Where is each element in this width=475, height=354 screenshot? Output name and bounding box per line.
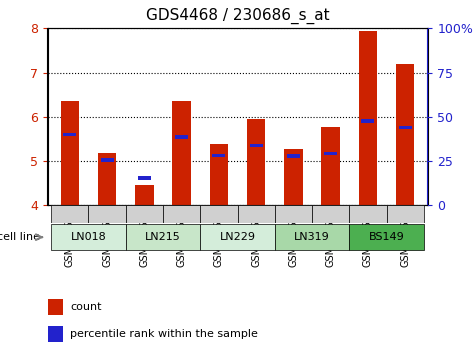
FancyBboxPatch shape [200,224,275,250]
FancyBboxPatch shape [349,205,387,223]
Bar [48,299,63,315]
FancyBboxPatch shape [349,224,424,250]
Bar [324,152,337,155]
FancyBboxPatch shape [387,205,424,223]
Bar [60,101,79,205]
FancyBboxPatch shape [51,224,126,250]
FancyBboxPatch shape [312,205,349,223]
Text: LN018: LN018 [71,232,106,242]
Bar [209,144,228,205]
Bar [361,120,374,123]
FancyBboxPatch shape [238,205,275,223]
FancyBboxPatch shape [88,205,126,223]
FancyBboxPatch shape [126,205,163,223]
Bar [63,133,76,136]
Bar [359,32,377,205]
Bar [98,153,116,205]
Bar [287,154,300,158]
Text: LN229: LN229 [219,232,256,242]
FancyBboxPatch shape [51,205,88,223]
Bar [284,149,303,205]
Bar [172,101,191,205]
FancyBboxPatch shape [275,224,349,250]
Bar [101,158,114,161]
Bar [321,127,340,205]
Bar [247,119,266,205]
Bar [399,126,412,129]
Bar [249,144,263,147]
Title: GDS4468 / 230686_s_at: GDS4468 / 230686_s_at [146,8,329,24]
FancyBboxPatch shape [126,224,200,250]
FancyBboxPatch shape [200,205,238,223]
Bar [138,176,151,180]
Text: LN319: LN319 [294,232,330,242]
FancyBboxPatch shape [163,205,200,223]
Text: percentile rank within the sample: percentile rank within the sample [70,329,258,339]
Bar [212,154,226,157]
Bar [135,185,154,205]
Text: BS149: BS149 [369,232,404,242]
Text: LN215: LN215 [145,232,181,242]
FancyBboxPatch shape [275,205,312,223]
Bar [175,135,188,138]
Text: cell line: cell line [0,232,40,242]
Bar [396,64,415,205]
Text: count: count [70,302,102,312]
Bar [48,326,63,342]
